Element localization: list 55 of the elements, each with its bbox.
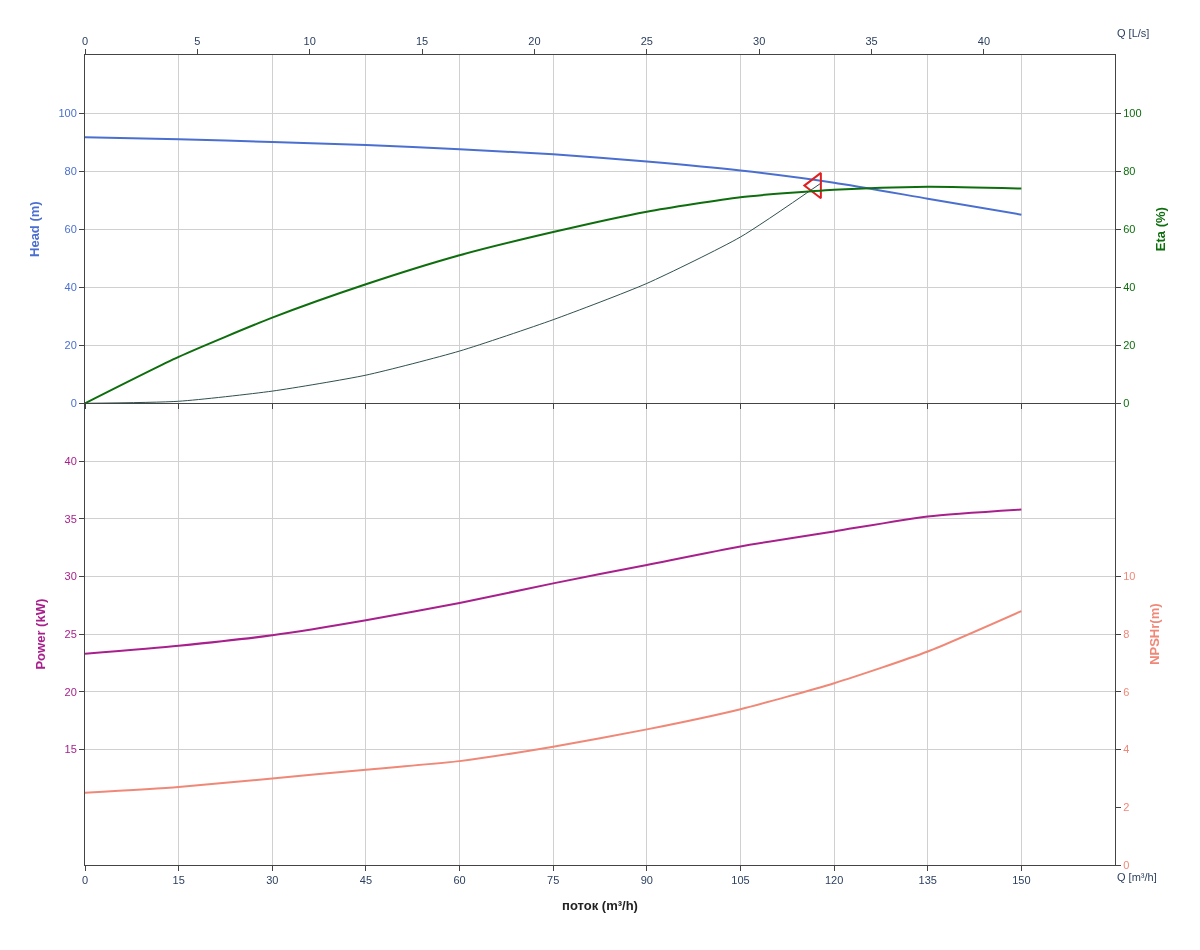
x-tick-label: 60 — [453, 874, 466, 887]
y2-tick-label: 40 — [1123, 281, 1136, 294]
x-tick-label: 45 — [359, 874, 373, 887]
line-series — [85, 610, 1023, 794]
y2-tick-label: 60 — [1123, 223, 1136, 235]
x2-tick-label: 30 — [753, 34, 766, 47]
y2-tick-label: 100 — [1123, 106, 1142, 119]
y-tick-label: 0 — [70, 397, 77, 410]
y2-tick-label: 8 — [1123, 628, 1130, 640]
x-axis-title: поток (m³/h) — [562, 897, 638, 913]
y2-tick-label: 2 — [1123, 801, 1130, 814]
y-tick-label: 80 — [64, 164, 77, 177]
y2-tick-label: 6 — [1123, 685, 1130, 698]
x2-tick-label: 20 — [528, 34, 541, 47]
y-tick-label: 30 — [64, 570, 77, 583]
y2-axis-title: NPSHr(m) — [1147, 603, 1163, 665]
y-tick-label: 20 — [64, 685, 77, 698]
x-tick-label: 150 — [1012, 874, 1031, 887]
y2-tick-label: 0 — [1123, 858, 1130, 871]
x-tick-label: 135 — [918, 874, 937, 887]
y-tick-label: 100 — [58, 106, 77, 119]
x2-tick-label: 5 — [194, 34, 201, 47]
x2-axis-title: Q [L/s] — [1117, 27, 1150, 39]
y-tick-label: 35 — [64, 512, 77, 525]
y-tick-label: 60 — [64, 223, 77, 235]
x2-tick-label: 10 — [303, 34, 316, 47]
y-tick-label: 40 — [64, 281, 77, 294]
x2-tick-label: 25 — [640, 34, 653, 47]
y2-tick-label: 20 — [1123, 339, 1136, 352]
y-axis-title: Power (kW) — [33, 598, 49, 670]
y-tick-label: 20 — [64, 339, 77, 352]
x-tick-label: 105 — [731, 874, 750, 887]
x-tick-label: 90 — [640, 874, 653, 887]
y-axis-title: Head (m) — [27, 201, 43, 257]
y2-tick-label: 10 — [1123, 570, 1136, 583]
x-tick-label: 30 — [266, 874, 279, 887]
y2-axis-title: Eta (%) — [1153, 207, 1169, 252]
x-tick-label: 15 — [172, 874, 185, 887]
x2-tick-label: 15 — [415, 34, 429, 47]
x2-tick-label: 40 — [977, 34, 991, 47]
x2-tick-label: 35 — [865, 34, 878, 47]
line-series — [85, 185, 1023, 404]
line-series — [85, 136, 1023, 216]
y2-tick-label: 0 — [1123, 397, 1130, 410]
line-series — [85, 508, 1023, 655]
y-tick-label: 40 — [64, 454, 77, 467]
y-tick-label: 15 — [64, 743, 77, 756]
y2-tick-label: 4 — [1123, 743, 1130, 756]
text: Q [m³/h] — [1117, 871, 1157, 883]
x-tick-label: 75 — [547, 874, 560, 887]
x2-tick-label: 0 — [81, 34, 89, 47]
y2-tick-label: 80 — [1123, 164, 1136, 177]
x-tick-label: 0 — [81, 874, 89, 887]
y-tick-label: 25 — [64, 628, 77, 640]
x-tick-label: 120 — [824, 874, 844, 887]
